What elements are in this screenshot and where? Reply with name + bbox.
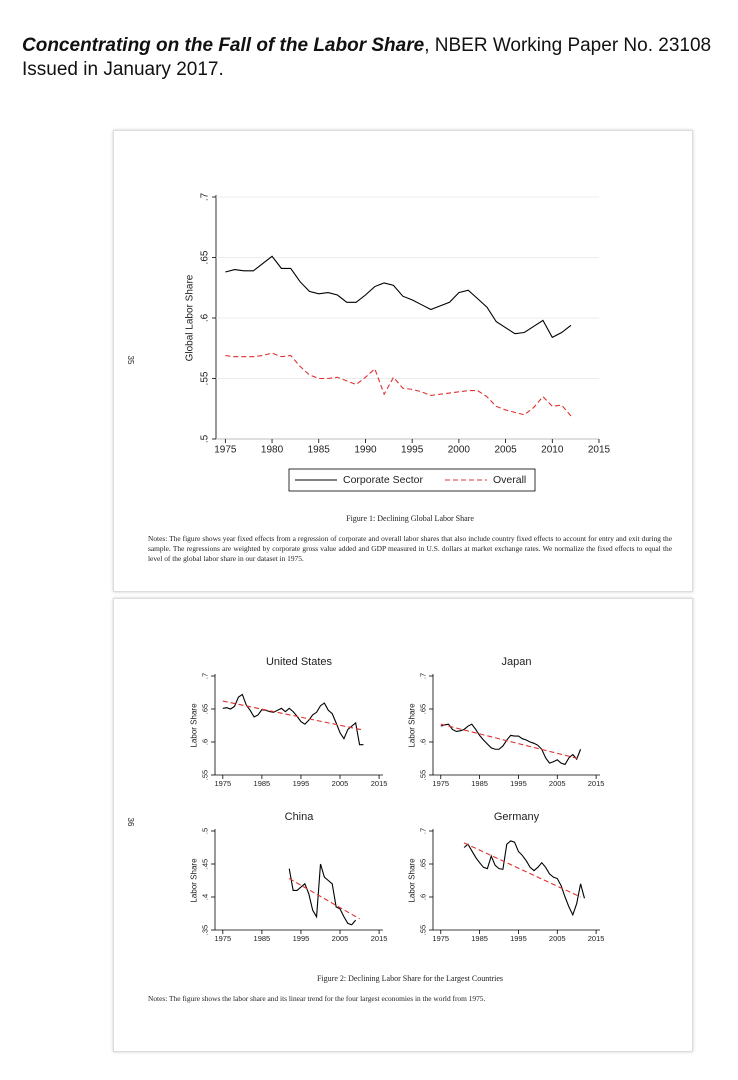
y-tick-label: .55 (419, 770, 428, 780)
chart-title: China (285, 811, 315, 823)
header-rest: , NBER Working Paper No. 23108 Issued in… (22, 35, 712, 80)
x-tick-label: 1975 (432, 934, 449, 943)
y-tick-label: .7 (201, 673, 210, 679)
figure-caption: Figure 2: Declining Labor Share for the … (316, 974, 504, 983)
data-line (463, 842, 581, 898)
y-tick-label: .65 (200, 250, 211, 264)
x-tick-label: 1975 (214, 445, 237, 456)
data-line (288, 878, 360, 920)
figure-notes: Notes: The figure shows the labor share … (148, 994, 486, 1003)
y-tick-label: .65 (419, 859, 428, 869)
x-tick-label: 1980 (261, 445, 284, 456)
figure-caption: Figure 1: Declining Global Labor Share (346, 514, 474, 523)
y-tick-label: .35 (201, 925, 210, 935)
data-line (222, 700, 364, 731)
data-line (225, 352, 572, 417)
x-tick-label: 1985 (471, 934, 488, 943)
y-tick-label: .7 (419, 828, 428, 834)
x-tick-label: 2015 (588, 934, 605, 943)
y-tick-label: .7 (419, 673, 428, 679)
y-tick-label: .55 (201, 770, 210, 780)
y-axis-label: Labor Share (190, 858, 199, 903)
x-tick-label: 2015 (588, 779, 605, 788)
y-tick-label: .5 (200, 434, 211, 443)
x-tick-label: 1985 (308, 445, 331, 456)
y-tick-label: .55 (200, 371, 211, 385)
x-tick-label: 1985 (254, 779, 271, 788)
x-tick-label: 1995 (510, 934, 527, 943)
x-tick-label: 1975 (432, 779, 449, 788)
y-tick-label: .65 (201, 704, 210, 714)
y-axis-label: Global Labor Share (185, 274, 196, 361)
figure-notes: Notes: The figure shows year fixed effec… (148, 534, 672, 563)
header: Concentrating on the Fall of the Labor S… (22, 34, 722, 82)
y-tick-label: .6 (201, 739, 210, 745)
data-line (463, 840, 586, 917)
data-line (440, 723, 582, 766)
x-tick-label: 2015 (371, 934, 388, 943)
x-tick-label: 1995 (401, 445, 424, 456)
y-axis-label: Labor Share (408, 858, 417, 903)
y-tick-label: .65 (419, 704, 428, 714)
y-axis-label: Labor Share (190, 703, 199, 748)
x-tick-label: 2005 (332, 934, 349, 943)
x-tick-label: 2005 (549, 779, 566, 788)
chart-title: United States (266, 656, 333, 668)
data-line (225, 255, 572, 339)
header-title: Concentrating on the Fall of the Labor S… (22, 35, 425, 56)
data-line (222, 693, 364, 746)
page-number: 35 (126, 356, 135, 365)
x-tick-label: 2010 (541, 445, 564, 456)
y-tick-label: .6 (419, 894, 428, 900)
x-tick-label: 1995 (293, 934, 310, 943)
y-tick-label: .6 (419, 739, 428, 745)
y-tick-label: .55 (419, 925, 428, 935)
legend-box (288, 468, 536, 492)
x-tick-label: 1975 (214, 779, 231, 788)
data-line (440, 723, 581, 760)
chart-title: Germany (494, 811, 540, 823)
x-tick-label: 1985 (471, 779, 488, 788)
y-tick-label: .45 (201, 859, 210, 869)
x-tick-label: 2005 (549, 934, 566, 943)
y-axis-label: Labor Share (408, 703, 417, 748)
x-tick-label: 2000 (448, 445, 471, 456)
legend-label: Overall (493, 474, 526, 486)
chart-title: Japan (502, 656, 532, 668)
x-tick-label: 1995 (510, 779, 527, 788)
paper-page (113, 598, 693, 1052)
x-tick-label: 1985 (254, 934, 271, 943)
data-line (288, 863, 357, 926)
legend-label: Corporate Sector (343, 474, 423, 486)
y-tick-label: .5 (201, 828, 210, 834)
y-tick-label: .6 (200, 313, 211, 322)
x-tick-label: 1990 (354, 445, 377, 456)
paper-page (113, 130, 693, 592)
x-tick-label: 2005 (332, 779, 349, 788)
x-tick-label: 1995 (293, 779, 310, 788)
x-tick-label: 1975 (214, 934, 231, 943)
y-tick-label: .7 (200, 192, 211, 201)
page-number: 36 (126, 818, 135, 827)
x-tick-label: 2015 (588, 445, 611, 456)
x-tick-label: 2015 (371, 779, 388, 788)
y-tick-label: .4 (201, 894, 210, 900)
x-tick-label: 2005 (494, 445, 517, 456)
